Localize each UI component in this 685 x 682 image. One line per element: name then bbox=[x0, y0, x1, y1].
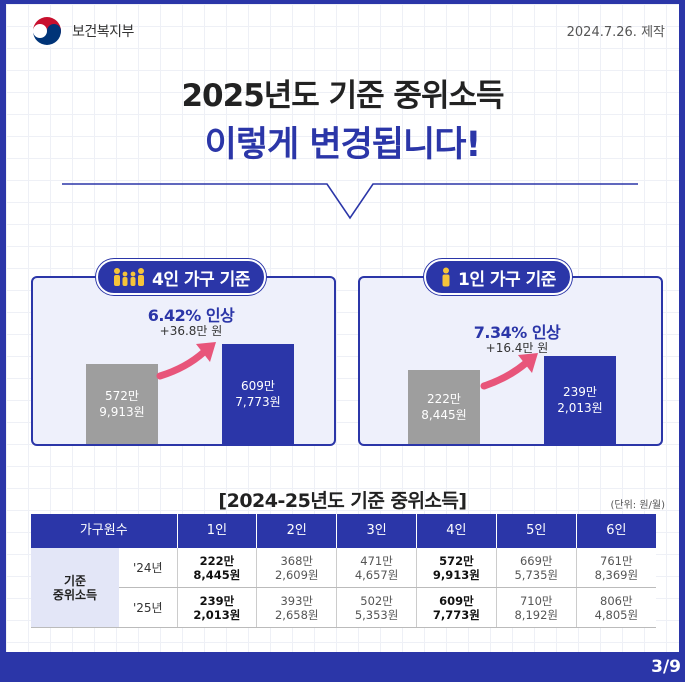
header-cell: 6인 bbox=[576, 514, 656, 548]
table-cell: 609만 7,773원 bbox=[416, 587, 497, 628]
table-cell: 471만 4,657원 bbox=[336, 548, 417, 588]
ministry-name: 보건복지부 bbox=[72, 24, 134, 40]
table-cell: 368만 2,609원 bbox=[256, 548, 338, 588]
page-subtitle: 이렇게 변경됩니다! bbox=[204, 125, 482, 165]
one-person-increase-amount: +16.4만 원 bbox=[485, 341, 549, 355]
one-person-pill-label: 1인 가구 기준 bbox=[458, 269, 556, 290]
median-income-table: 가구원수 1인 2인 3인 4인 5인 6인 기준 중위소득 '24년 222만… bbox=[31, 514, 656, 628]
increase-arrow-icon bbox=[480, 353, 538, 390]
table-cell: 239만 2,013원 bbox=[177, 587, 258, 628]
table-unit: (단위: 원/월) bbox=[610, 500, 665, 511]
table-cell: 710만 8,192원 bbox=[496, 587, 577, 628]
header-cell: 가구원수 bbox=[31, 514, 178, 548]
row-group-label: 기준 중위소득 bbox=[31, 548, 119, 628]
header-cell: 5인 bbox=[496, 514, 577, 548]
row-label-line: 중위소득 bbox=[52, 587, 98, 602]
header-cell: 2인 bbox=[256, 514, 338, 548]
table-cell: 761만 8,369원 bbox=[576, 548, 656, 588]
header-cell: 3인 bbox=[336, 514, 417, 548]
one-person-2025-bar: 239만 2,013원 bbox=[544, 356, 616, 444]
table-cell: 222만 8,445원 bbox=[177, 548, 258, 588]
one-person-increase-rate: 7.34% 인상 bbox=[473, 323, 561, 342]
table-header-row: 가구원수 1인 2인 3인 4인 5인 6인 bbox=[31, 514, 656, 548]
bar-value-main: 572만 bbox=[105, 389, 139, 403]
family-icon bbox=[114, 268, 144, 286]
government-logo bbox=[31, 15, 63, 47]
table-title: [2024-25년도 기준 중위소득] bbox=[218, 490, 467, 512]
page-indicator: 3/9 bbox=[651, 657, 681, 677]
four-person-pill: 4인 가구 기준 bbox=[96, 259, 266, 295]
header-cell: 1인 bbox=[177, 514, 258, 548]
increase-arrow-icon bbox=[156, 342, 216, 380]
infographic-card: 보건복지부 2024.7.26. 제작 2025년도 기준 중위소득 이렇게 변… bbox=[6, 4, 679, 652]
speech-divider bbox=[62, 183, 638, 220]
table-row: '25년 239만 2,013원 393만 2,658원 502만 5,353원 60… bbox=[31, 587, 656, 628]
four-person-pill-label: 4인 가구 기준 bbox=[152, 269, 250, 290]
table-cell: 393만 2,658원 bbox=[256, 587, 338, 628]
table-cell: 572만 9,913원 bbox=[416, 548, 497, 588]
four-person-increase-amount: +36.8만 원 bbox=[159, 324, 223, 338]
bar-value-sub: 9,913원 bbox=[99, 405, 145, 419]
table-cell: 669만 5,735원 bbox=[496, 548, 577, 588]
page-title: 2025년도 기준 중위소득 bbox=[181, 78, 504, 114]
bar-value-sub: 7,773원 bbox=[235, 395, 281, 409]
person-icon bbox=[442, 267, 450, 287]
row-label-line: 기준 bbox=[63, 573, 87, 588]
bar-value-sub: 8,445원 bbox=[421, 408, 467, 422]
creation-date: 2024.7.26. 제작 bbox=[566, 25, 665, 40]
four-person-2024-bar: 572만 9,913원 bbox=[86, 364, 158, 444]
table-cell: 502만 5,353원 bbox=[336, 587, 417, 628]
bar-value-main: 239만 bbox=[563, 385, 597, 399]
four-person-2025-bar: 609만 7,773원 bbox=[222, 344, 294, 444]
one-person-pill: 1인 가구 기준 bbox=[424, 259, 572, 295]
header-cell: 4인 bbox=[416, 514, 497, 548]
bar-value-sub: 2,013원 bbox=[557, 401, 603, 415]
one-person-2024-bar: 222만 8,445원 bbox=[408, 370, 480, 444]
year-label: '24년 bbox=[119, 548, 178, 588]
bar-value-main: 222만 bbox=[427, 392, 461, 406]
four-person-increase-rate: 6.42% 인상 bbox=[147, 306, 235, 325]
bar-value-main: 609만 bbox=[241, 379, 275, 393]
table-row: 기준 중위소득 '24년 222만 8,445원 368만 2,609원 471만 4… bbox=[31, 548, 656, 628]
year-label: '25년 bbox=[119, 587, 178, 628]
table-cell: 806만 4,805원 bbox=[576, 587, 656, 628]
